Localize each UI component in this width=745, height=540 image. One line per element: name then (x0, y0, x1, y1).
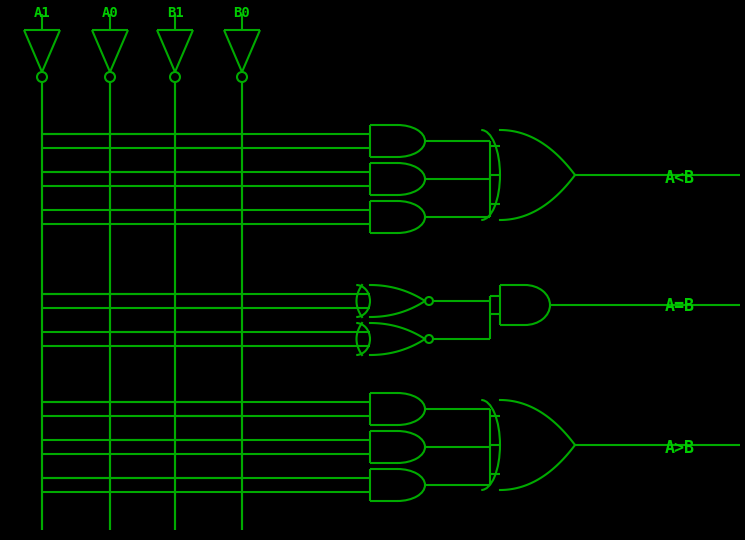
Text: A1: A1 (34, 6, 51, 20)
Text: A>B: A>B (665, 439, 695, 457)
Text: A=B: A=B (665, 297, 695, 315)
Text: A<B: A<B (665, 169, 695, 187)
Text: B1: B1 (167, 6, 183, 20)
Text: B0: B0 (234, 6, 250, 20)
Text: A0: A0 (101, 6, 118, 20)
